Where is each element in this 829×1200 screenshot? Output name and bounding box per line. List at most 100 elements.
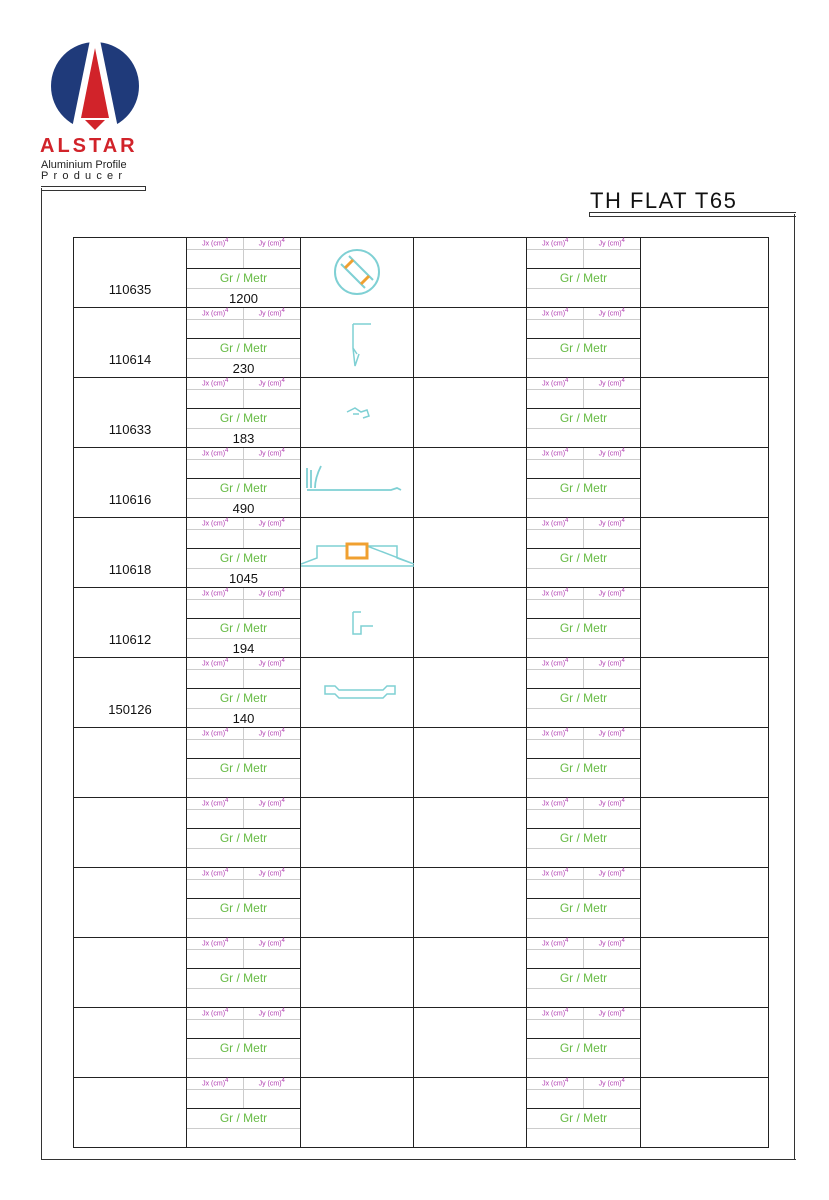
profile-drawing-cell xyxy=(301,728,414,797)
jy-label: Jy (cm)4 xyxy=(584,518,641,527)
divider xyxy=(527,638,640,639)
table-row: Jx (cm)4 Jy (cm)4 Gr / Metr Jx (cm)4 Jy … xyxy=(74,1078,768,1148)
profile-drawing-cell xyxy=(301,378,414,447)
divider xyxy=(527,968,640,969)
divider xyxy=(187,688,300,689)
properties-cell: Jx (cm)4 Jy (cm)4 Gr / Metr xyxy=(187,728,301,797)
divider xyxy=(243,798,244,828)
jx-label-text: Jx (cm) xyxy=(202,1010,226,1018)
profile-code: 110612 xyxy=(108,632,152,647)
exponent: 4 xyxy=(225,518,229,524)
divider xyxy=(243,1008,244,1038)
divider xyxy=(243,378,244,408)
exponent: 4 xyxy=(565,728,569,734)
profile-drawing-cell xyxy=(301,938,414,1007)
gr-metr-label: Gr / Metr xyxy=(559,551,608,565)
alstar-logo xyxy=(51,40,139,138)
exponent: 4 xyxy=(281,308,285,314)
jy-label: Jy (cm)4 xyxy=(584,798,641,807)
exponent: 4 xyxy=(281,658,285,664)
jy-label-text: Jy (cm) xyxy=(258,1010,282,1018)
weight-value: 1045 xyxy=(229,571,258,586)
properties-cell: Jx (cm)4 Jy (cm)4 Gr / Metr 1045 xyxy=(187,518,301,587)
properties-cell: Jx (cm)4 Jy (cm)4 Gr / Metr xyxy=(527,378,641,447)
divider xyxy=(527,1108,640,1109)
code-cell xyxy=(414,588,527,657)
divider xyxy=(243,448,244,478)
divider xyxy=(527,268,640,269)
profile-code: 150126 xyxy=(108,702,152,717)
jy-label-text: Jy (cm) xyxy=(258,520,282,528)
jx-label: Jx (cm)4 xyxy=(187,308,244,317)
weight-value: 1200 xyxy=(229,291,258,306)
divider xyxy=(187,898,300,899)
profile-code: 110635 xyxy=(108,282,152,297)
exponent: 4 xyxy=(565,868,569,874)
divider xyxy=(187,408,300,409)
code-cell xyxy=(414,728,527,797)
gr-metr-label: Gr / Metr xyxy=(559,901,608,915)
properties-cell: Jx (cm)4 Jy (cm)4 Gr / Metr xyxy=(527,728,641,797)
divider xyxy=(243,938,244,968)
exponent: 4 xyxy=(621,518,625,524)
exponent: 4 xyxy=(621,798,625,804)
profile-drawing-cell xyxy=(641,588,767,657)
jy-label: Jy (cm)4 xyxy=(584,1078,641,1087)
jy-label: Jy (cm)4 xyxy=(584,1008,641,1017)
divider xyxy=(187,778,300,779)
table-row: Jx (cm)4 Jy (cm)4 Gr / Metr Jx (cm)4 Jy … xyxy=(74,1008,768,1078)
properties-cell: Jx (cm)4 Jy (cm)4 Gr / Metr 1200 xyxy=(187,238,301,307)
jy-label: Jy (cm)4 xyxy=(244,868,301,877)
jx-label-text: Jx (cm) xyxy=(542,940,566,948)
divider xyxy=(583,378,584,408)
jy-label-text: Jy (cm) xyxy=(258,1080,282,1088)
profile-drawing-cell xyxy=(641,1078,767,1147)
frame-profile-icon xyxy=(301,542,414,567)
jx-label: Jx (cm)4 xyxy=(187,448,244,457)
code-cell xyxy=(74,868,187,937)
table-row: 110614 Jx (cm)4 Jy (cm)4 Gr / Metr 230 J… xyxy=(74,308,768,378)
jy-label: Jy (cm)4 xyxy=(584,308,641,317)
table-row: Jx (cm)4 Jy (cm)4 Gr / Metr Jx (cm)4 Jy … xyxy=(74,938,768,1008)
jy-label: Jy (cm)4 xyxy=(244,728,301,737)
table-row: 110635 Jx (cm)4 Jy (cm)4 Gr / Metr 1200 … xyxy=(74,238,768,308)
profile-drawing-cell xyxy=(301,308,414,377)
jx-label-text: Jx (cm) xyxy=(202,940,226,948)
exponent: 4 xyxy=(225,728,229,734)
frame-line xyxy=(41,188,42,1160)
divider xyxy=(187,918,300,919)
divider xyxy=(243,658,244,688)
divider xyxy=(583,868,584,898)
properties-cell: Jx (cm)4 Jy (cm)4 Gr / Metr xyxy=(187,798,301,867)
divider xyxy=(527,988,640,989)
profile-drawing-cell xyxy=(301,448,414,517)
hook-profile-icon xyxy=(352,323,371,367)
divider xyxy=(187,478,300,479)
jy-label-text: Jy (cm) xyxy=(598,1080,622,1088)
exponent: 4 xyxy=(565,238,569,244)
properties-cell: Jx (cm)4 Jy (cm)4 Gr / Metr xyxy=(187,938,301,1007)
profile-drawing-cell xyxy=(301,1008,414,1077)
gr-metr-label: Gr / Metr xyxy=(559,621,608,635)
jx-label-text: Jx (cm) xyxy=(542,380,566,388)
jy-label-text: Jy (cm) xyxy=(598,310,622,318)
code-cell: 110633 xyxy=(74,378,187,447)
jy-label: Jy (cm)4 xyxy=(244,1008,301,1017)
jx-label: Jx (cm)4 xyxy=(527,728,584,737)
exponent: 4 xyxy=(281,1078,285,1084)
exponent: 4 xyxy=(281,378,285,384)
code-cell xyxy=(414,518,527,587)
divider xyxy=(187,268,300,269)
divider xyxy=(187,1038,300,1039)
table-row: 110618 Jx (cm)4 Jy (cm)4 Gr / Metr 1045 … xyxy=(74,518,768,588)
exponent: 4 xyxy=(565,1078,569,1084)
jy-label-text: Jy (cm) xyxy=(598,870,622,878)
exponent: 4 xyxy=(225,868,229,874)
jy-label: Jy (cm)4 xyxy=(584,728,641,737)
jx-label: Jx (cm)4 xyxy=(187,238,244,247)
divider xyxy=(583,308,584,338)
jx-label-text: Jx (cm) xyxy=(542,660,566,668)
frame-line xyxy=(41,1159,796,1160)
jy-label: Jy (cm)4 xyxy=(244,518,301,527)
exponent: 4 xyxy=(225,658,229,664)
